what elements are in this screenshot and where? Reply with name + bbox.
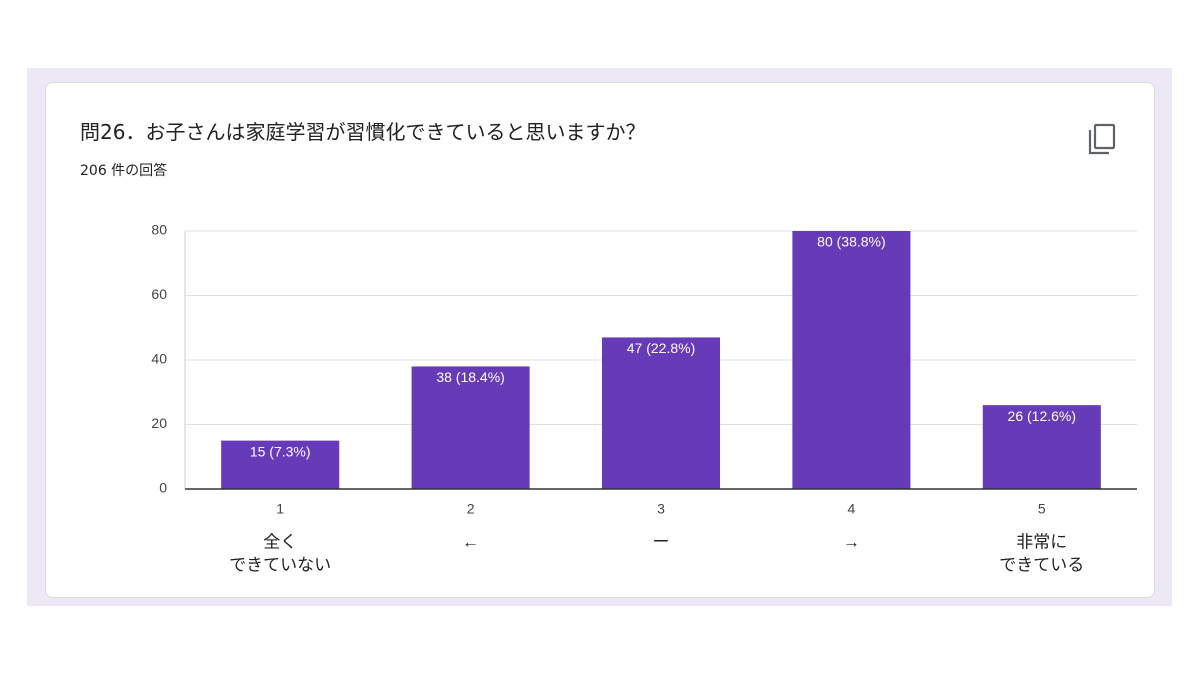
- x-tick-label: 2: [467, 501, 475, 517]
- question-title: 問26．お子さんは家庭学習が習慣化できていると思いますか？: [80, 120, 646, 144]
- scale-label: ー: [653, 532, 670, 551]
- value-label: 15 (7.3%): [250, 443, 311, 459]
- scale-label: できている: [999, 555, 1084, 574]
- bar: [792, 231, 911, 489]
- bar: [601, 337, 721, 489]
- value-label: 47 (22.8%): [627, 340, 695, 356]
- scale-label: ←: [462, 532, 479, 551]
- card: [45, 82, 1155, 598]
- y-tick-label: 20: [151, 415, 167, 431]
- scale-label: できていない: [229, 555, 331, 574]
- value-label: 38 (18.4%): [436, 369, 504, 385]
- scale-label: 非常に: [1016, 532, 1067, 551]
- x-tick-label: 1: [276, 501, 284, 517]
- bar: [411, 366, 530, 489]
- response-count: 206 件の回答: [80, 163, 168, 179]
- scale-label: →: [843, 532, 860, 551]
- copy-icon[interactable]: [1088, 123, 1116, 155]
- y-tick-label: 80: [151, 222, 167, 238]
- bar: [221, 440, 340, 489]
- y-tick-label: 0: [159, 480, 167, 496]
- bar: [982, 405, 1101, 489]
- y-tick-label: 60: [151, 286, 167, 302]
- value-label: 80 (38.8%): [817, 234, 885, 250]
- scale-label: 全く: [263, 532, 297, 551]
- x-tick-label: 5: [1038, 501, 1046, 517]
- x-tick-label: 3: [657, 501, 665, 517]
- y-tick-label: 40: [151, 351, 167, 367]
- value-label: 26 (12.6%): [1008, 408, 1076, 424]
- x-tick-label: 4: [848, 501, 856, 517]
